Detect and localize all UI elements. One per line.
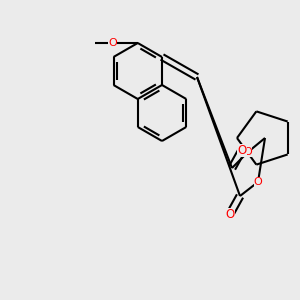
Text: O: O bbox=[254, 177, 262, 187]
Text: O: O bbox=[237, 143, 247, 157]
Text: O: O bbox=[244, 147, 252, 157]
Text: O: O bbox=[225, 208, 235, 220]
Text: O: O bbox=[108, 38, 117, 48]
